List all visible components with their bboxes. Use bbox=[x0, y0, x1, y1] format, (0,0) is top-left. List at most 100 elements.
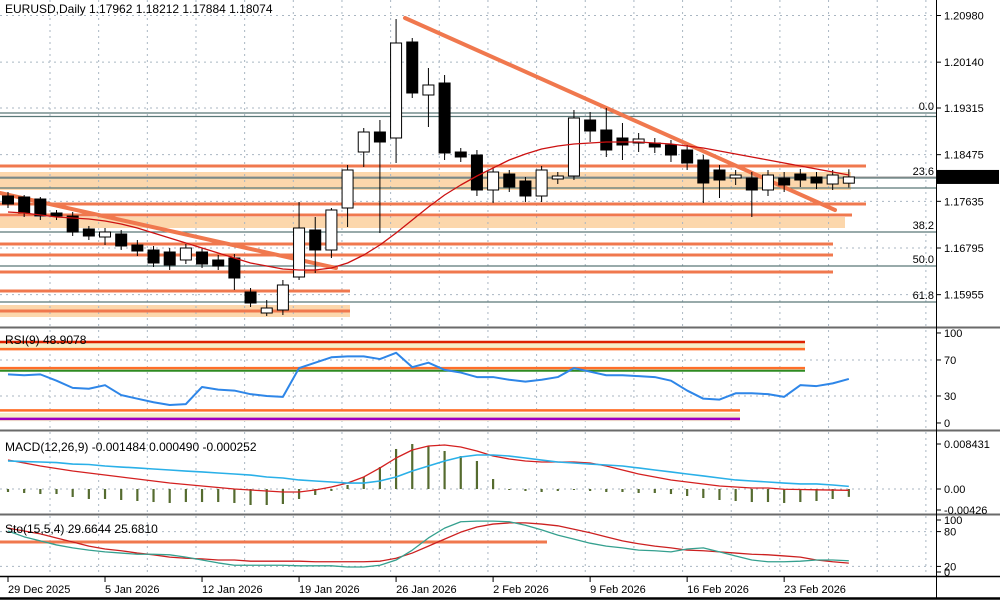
candle-bearish bbox=[681, 149, 694, 164]
price-zone-band bbox=[0, 217, 845, 228]
candle-bullish bbox=[761, 174, 774, 191]
fib-level-label: 38.2 bbox=[913, 220, 934, 232]
fib-level-label: 61.8 bbox=[913, 290, 934, 302]
candle-bullish bbox=[357, 131, 370, 153]
support-resistance-lines[interactable] bbox=[0, 164, 866, 313]
candle-bearish bbox=[131, 244, 144, 252]
price-axis[interactable]: 1.20980 1.20140 1.19315 1.18475 1.17635 1.167… bbox=[936, 11, 990, 580]
candle-bearish bbox=[778, 177, 791, 186]
price-axis-label: 1.15955 bbox=[944, 290, 984, 302]
rsi-level-band bbox=[0, 341, 805, 350]
candlestick-series bbox=[2, 19, 855, 316]
candle-bearish bbox=[810, 176, 823, 184]
price-axis-label: 1.20140 bbox=[944, 57, 984, 69]
candle-bullish bbox=[179, 247, 192, 261]
price-axis-label: 1.19315 bbox=[944, 103, 984, 115]
fib-level-label: 50.0 bbox=[913, 254, 934, 266]
price-axis-label: 1.18475 bbox=[944, 150, 984, 162]
sto-axis-label: 100 bbox=[944, 515, 962, 527]
candle-bearish bbox=[503, 173, 516, 188]
time-axis-label: 29 Dec 2025 bbox=[8, 584, 70, 596]
time-axis-label: 12 Jan 2026 bbox=[202, 584, 263, 596]
rsi-axis-label: 0 bbox=[944, 418, 950, 430]
time-axis-label: 19 Jan 2026 bbox=[299, 584, 360, 596]
candle-bearish bbox=[454, 151, 467, 158]
macd-axis-label: -0.00426 bbox=[944, 505, 987, 517]
candle-bearish bbox=[373, 131, 386, 143]
candle-bearish bbox=[50, 212, 63, 217]
rsi-line bbox=[7, 351, 850, 406]
candle-bearish bbox=[438, 82, 451, 154]
candle-bullish bbox=[422, 84, 435, 96]
current-price-value: 1.18074 bbox=[944, 172, 984, 184]
candle-bearish bbox=[406, 41, 419, 94]
candle-bearish bbox=[228, 257, 241, 279]
candle-bearish bbox=[66, 215, 79, 233]
sto-axis-label: 0 bbox=[944, 567, 950, 579]
candle-bullish bbox=[341, 169, 354, 209]
macd-axis-label: 0.00 bbox=[944, 484, 965, 496]
sto-title: Sto(15,5,4) 29.6644 25.6810 bbox=[5, 522, 158, 536]
candle-bullish bbox=[842, 176, 855, 184]
candle-bullish bbox=[487, 171, 500, 191]
candle-bearish bbox=[697, 159, 710, 184]
candle-bullish bbox=[567, 117, 580, 177]
candle-bearish bbox=[600, 129, 613, 151]
candle-bullish bbox=[551, 175, 564, 180]
sto-axis-label: 80 bbox=[944, 527, 956, 539]
candle-bullish bbox=[729, 174, 742, 179]
price-axis-label: 1.16795 bbox=[944, 243, 984, 255]
trendline[interactable] bbox=[0, 191, 338, 270]
candle-bullish bbox=[293, 227, 306, 278]
sto-main-line bbox=[7, 520, 849, 568]
candle-bearish bbox=[18, 196, 31, 214]
rsi-axis-label: 100 bbox=[944, 328, 962, 340]
macd-axis-label: 0.008431 bbox=[944, 439, 990, 451]
time-axis-label: 23 Feb 2026 bbox=[784, 584, 846, 596]
candle-bullish bbox=[276, 284, 289, 311]
candle-bullish bbox=[325, 209, 338, 251]
candle-bearish bbox=[244, 291, 257, 304]
time-axis-label: 5 Jan 2026 bbox=[105, 584, 159, 596]
fib-level-label: 0.0 bbox=[919, 101, 934, 113]
candle-bearish bbox=[82, 228, 95, 237]
candle-bearish bbox=[147, 249, 160, 264]
rsi-axis-label: 30 bbox=[944, 391, 956, 403]
macd-signal-line bbox=[7, 454, 849, 488]
candle-bearish bbox=[664, 144, 677, 156]
candle-bearish bbox=[584, 119, 597, 132]
main-chart-title: EURUSD,Daily 1.17962 1.18212 1.17884 1.1… bbox=[5, 2, 273, 16]
candle-bearish bbox=[794, 173, 807, 181]
rsi-title: RSI(9) 48.9078 bbox=[5, 333, 87, 347]
candle-bullish bbox=[632, 138, 645, 144]
macd-title: MACD(12,26,9) -0.001484 0.000490 -0.0002… bbox=[5, 440, 257, 454]
fib-level-label: 23.6 bbox=[913, 166, 934, 178]
candle-bearish bbox=[2, 195, 14, 205]
moving-average-line bbox=[7, 141, 849, 271]
macd-line bbox=[7, 444, 849, 493]
time-axis-label: 26 Jan 2026 bbox=[396, 584, 457, 596]
price-axis-label: 1.20980 bbox=[944, 11, 984, 23]
rsi-level-band bbox=[0, 413, 740, 422]
candle-bearish bbox=[163, 251, 176, 266]
candle-bearish bbox=[713, 169, 726, 181]
sto-axis-label: 20 bbox=[944, 561, 956, 573]
candle-bearish bbox=[115, 233, 128, 247]
candle-bearish bbox=[212, 259, 225, 267]
candle-bearish bbox=[519, 180, 532, 197]
candle-bearish bbox=[470, 154, 483, 191]
candle-bullish bbox=[260, 307, 273, 314]
current-price-badge bbox=[937, 169, 999, 184]
time-axis-label: 16 Feb 2026 bbox=[687, 584, 749, 596]
price-axis-label: 1.17635 bbox=[944, 196, 984, 208]
candle-bearish bbox=[309, 229, 322, 251]
candle-bullish bbox=[99, 231, 112, 238]
candle-bullish bbox=[390, 42, 403, 139]
rsi-axis-label: 70 bbox=[944, 355, 956, 367]
candle-bearish bbox=[34, 198, 47, 217]
candle-bearish bbox=[745, 177, 758, 191]
time-axis[interactable]: 29 Dec 2025 5 Jan 2026 12 Jan 2026 19 Jan 2… bbox=[7, 577, 846, 596]
time-axis-label: 9 Feb 2026 bbox=[590, 584, 646, 596]
